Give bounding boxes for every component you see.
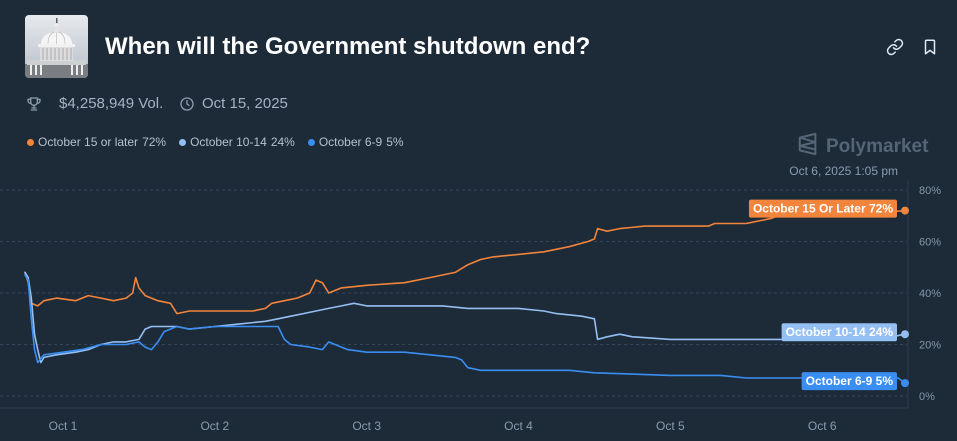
legend-dot xyxy=(307,138,315,146)
x-tick-label: Oct 3 xyxy=(352,419,381,433)
legend-item-october-10-14[interactable]: October 10-14 24% xyxy=(179,135,295,149)
end-label-text: October 15 Or Later 72% xyxy=(753,202,893,216)
x-tick-label: Oct 4 xyxy=(504,419,533,433)
x-tick-label: Oct 6 xyxy=(808,419,837,433)
end-point-october-10-14 xyxy=(901,330,909,339)
bookmark-icon[interactable] xyxy=(921,38,939,56)
end-label-box xyxy=(748,199,897,218)
chart-timestamp: Oct 6, 2025 1:05 pm xyxy=(789,164,898,178)
end-point-october-15-or-later xyxy=(901,206,909,215)
axes: 80% 60% 40% 20% 0% Oct 1 Oct 2 Oct 3 Oct 4 Oct 5 O… xyxy=(0,180,941,433)
capitol-dome-image xyxy=(25,15,88,78)
end-label-text: October 10-14 24% xyxy=(786,325,894,339)
legend-item-october-6-9[interactable]: October 6-9 5% xyxy=(307,135,404,149)
page-title: When will the Government shutdown end? xyxy=(105,33,591,60)
y-tick-label: 20% xyxy=(919,340,941,352)
y-tick-label: 40% xyxy=(919,288,941,300)
end-date-text: Oct 15, 2025 xyxy=(202,95,288,112)
series-line-october-10-14[interactable] xyxy=(24,271,906,364)
legend-item-october-15-or-later[interactable]: October 15 or later 72% xyxy=(27,135,166,149)
legend-label: October 15 or later xyxy=(38,135,139,149)
legend-dot xyxy=(179,138,187,146)
legend-chance: 72% xyxy=(142,135,167,149)
volume-text: $4,258,949 Vol. xyxy=(59,95,164,112)
clock-icon xyxy=(179,96,195,112)
x-tick-label: Oct 1 xyxy=(49,419,78,433)
end-label-october-10-14: October 10-14 24% xyxy=(781,323,897,342)
brand-name: Polymarket xyxy=(826,135,929,157)
series-lines xyxy=(24,206,909,388)
end-label-october-6-9: October 6-9 5% xyxy=(801,372,897,391)
end-labels: October 15 Or Later 72% October 10-14 24%… xyxy=(748,199,897,391)
end-label-text: October 6-9 5% xyxy=(806,374,894,388)
link-icon[interactable] xyxy=(886,38,904,56)
end-label-box xyxy=(801,372,897,391)
x-tick-label: Oct 2 xyxy=(200,419,229,433)
polymarket-logo-icon xyxy=(797,132,819,161)
x-tick-label: Oct 5 xyxy=(656,419,685,433)
y-tick-label: 80% xyxy=(919,185,941,197)
end-label-october-15-or-later: October 15 Or Later 72% xyxy=(748,199,897,218)
legend-chance: 5% xyxy=(386,135,404,149)
legend-label: October 6-9 xyxy=(318,135,383,149)
gridlines xyxy=(0,189,907,397)
market-thumbnail xyxy=(25,15,88,78)
polymarket-brand: Polymarket xyxy=(797,132,928,161)
trophy-icon xyxy=(26,96,42,112)
y-tick-label: 0% xyxy=(919,391,935,403)
chart-legend: October 15 or later 72% October 10-14 24… xyxy=(27,135,404,149)
end-point-october-6-9 xyxy=(901,379,909,388)
price-history-chart[interactable]: 80% 60% 40% 20% 0% Oct 1 Oct 2 Oct 3 Oct 4 Oct 5 O… xyxy=(0,178,957,441)
legend-label: October 10-14 xyxy=(190,135,267,149)
y-tick-label: 60% xyxy=(919,237,941,249)
series-line-october-6-9[interactable] xyxy=(24,274,906,384)
legend-chance: 24% xyxy=(270,135,295,149)
end-label-box xyxy=(781,323,897,342)
series-line-october-15-or-later[interactable] xyxy=(24,209,906,315)
legend-dot xyxy=(27,138,34,146)
